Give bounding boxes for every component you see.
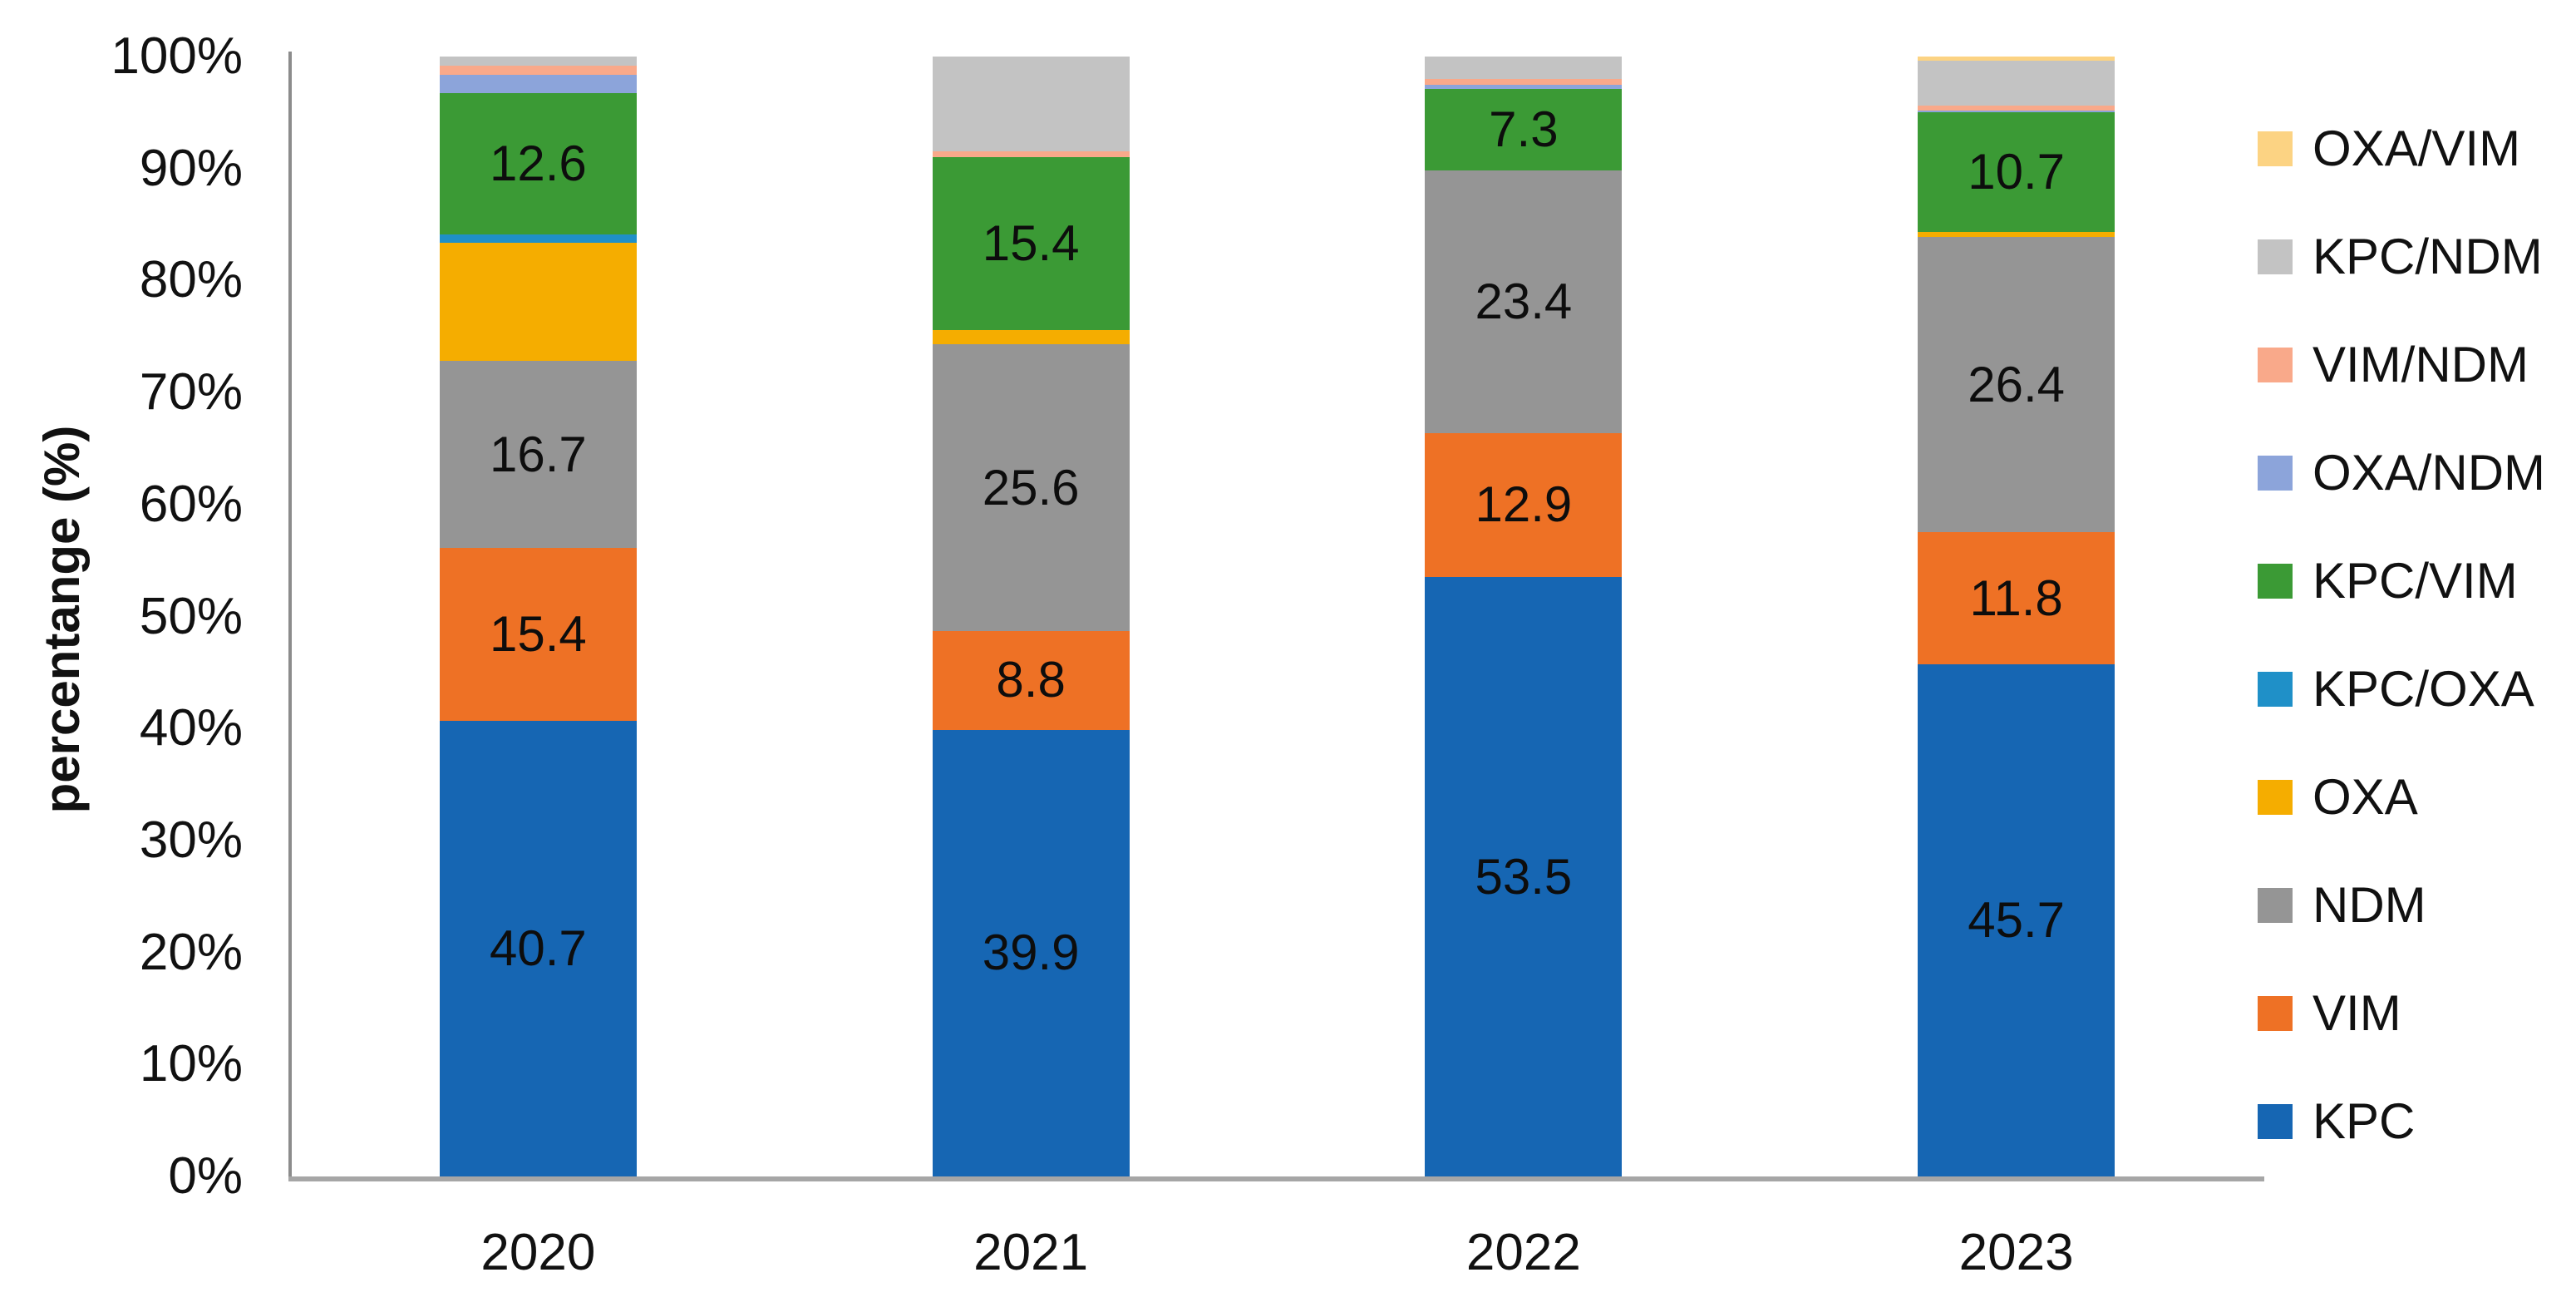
legend-item-oxa-ndm: OXA/NDM [2258,446,2574,501]
legend-swatch-vim [2258,996,2293,1031]
bar-segment-kpc-vim: 15.4 [932,157,1130,330]
bar-segment-kpc-ndm [932,57,1130,152]
bar-value-label: 11.8 [1969,570,2063,626]
x-category-label: 2023 [1958,1224,2074,1281]
bar-segment-oxa [932,329,1130,345]
bar-segment-kpc-vim: 10.7 [1918,112,2115,233]
bar-segment-kpc: 45.7 [1918,664,2115,1176]
legend-swatch-oxa [2258,780,2293,815]
bar-value-label: 25.6 [982,459,1080,515]
bar-segment-kpc-ndm [1425,57,1623,79]
bar-segment-vim-ndm [932,151,1130,158]
bar-segment-ndm: 16.7 [439,361,637,549]
x-category-label: 2022 [1465,1224,1581,1281]
bar-segment-vim: 11.8 [1918,532,2115,665]
bar-segment-vim-ndm [1425,78,1623,85]
y-tick-label: 80% [139,251,243,309]
bar-value-label: 45.7 [1968,892,2066,949]
y-tick-label: 0% [168,1147,243,1205]
y-tick-label: 20% [139,923,243,981]
legend-label: KPC/VIM [2312,553,2518,609]
y-tick-label: 90% [139,139,243,197]
bar-segment-oxa-ndm [439,74,637,94]
bar-segment-oxa-ndm [1918,110,2115,113]
legend-label: KPC/NDM [2312,229,2543,284]
bar-value-label: 12.9 [1475,476,1573,533]
legend-label: OXA/VIM [2312,121,2521,176]
bar-segment-ndm: 23.4 [1425,170,1623,433]
y-tick-label: 100% [111,27,243,85]
legend-item-oxa-vim: OXA/VIM [2258,121,2574,176]
legend-label: VIM [2312,985,2401,1041]
bar-segment-kpc-ndm [1918,61,2115,106]
legend-swatch-oxa-ndm [2258,456,2293,491]
legend-swatch-kpc-ndm [2258,239,2293,274]
x-category-label: 2021 [973,1224,1089,1281]
y-tick-label: 40% [139,699,243,757]
bar-value-label: 40.7 [489,920,587,976]
bar-segment-oxa [439,242,637,362]
bar-segment-kpc-oxa [439,234,637,243]
y-tick-label: 60% [139,475,243,533]
legend-label: VIM/NDM [2312,337,2529,392]
bar-value-label: 7.3 [1489,101,1559,158]
bar-segment-vim: 12.9 [1425,432,1623,578]
legend-swatch-oxa-vim [2258,131,2293,166]
bar-segment-ndm: 26.4 [1918,236,2115,533]
y-tick-label: 10% [139,1035,243,1093]
legend-label: OXA [2312,769,2418,825]
bar-value-label: 16.7 [489,426,587,482]
bar-value-label: 10.7 [1968,144,2066,200]
legend-item-vim-ndm: VIM/NDM [2258,338,2574,392]
bar-segment-oxa [1918,232,2115,237]
bar-segment-kpc: 39.9 [932,729,1130,1176]
bar-value-label: 39.9 [982,925,1080,981]
bar-value-label: 12.6 [489,136,587,192]
legend-label: KPC [2312,1093,2416,1149]
legend-item-kpc-vim: KPC/VIM [2258,554,2574,609]
bar-segment-oxa-vim [1918,57,2115,62]
bar-segment-kpc: 40.7 [439,720,637,1176]
bar-segment-vim-ndm [1918,106,2115,111]
legend-item-vim: VIM [2258,986,2574,1041]
bar-value-label: 15.4 [982,215,1080,271]
legend-item-kpc-oxa: KPC/OXA [2258,662,2574,717]
legend-swatch-kpc [2258,1104,2293,1139]
bar-value-label: 53.5 [1475,848,1573,905]
legend-item-oxa: OXA [2258,770,2574,825]
x-category-label: 2020 [480,1224,596,1281]
legend-item-kpc-ndm: KPC/NDM [2258,229,2574,284]
bar-segment-vim-ndm [439,65,637,75]
bar-segment-kpc-vim: 7.3 [1425,89,1623,171]
legend-swatch-vim-ndm [2258,348,2293,382]
legend-label: OXA/NDM [2312,445,2546,501]
bar-segment-vim: 8.8 [932,631,1130,730]
x-axis-line [288,1176,2264,1181]
legend-swatch-kpc-oxa [2258,672,2293,707]
bar-segment-ndm: 25.6 [932,344,1130,631]
legend-item-kpc: KPC [2258,1094,2574,1149]
legend-label: NDM [2312,877,2426,933]
bar-value-label: 8.8 [996,652,1066,708]
bar-value-label: 23.4 [1475,273,1573,329]
legend-swatch-kpc-vim [2258,564,2293,599]
legend-swatch-ndm [2258,888,2293,923]
bar-segment-kpc-ndm [439,57,637,66]
y-tick-label: 70% [139,363,243,422]
y-tick-label: 30% [139,811,243,869]
y-axis-line [288,52,292,1181]
bar-segment-vim: 15.4 [439,548,637,721]
bar-segment-kpc: 53.5 [1425,577,1623,1176]
bar-value-label: 15.4 [489,606,587,663]
legend-item-ndm: NDM [2258,878,2574,933]
bar-value-label: 26.4 [1968,356,2066,412]
bar-segment-oxa-ndm [1425,84,1623,90]
legend-label: KPC/OXA [2312,661,2534,717]
bar-segment-kpc-vim: 12.6 [439,93,637,235]
y-tick-label: 50% [139,587,243,645]
